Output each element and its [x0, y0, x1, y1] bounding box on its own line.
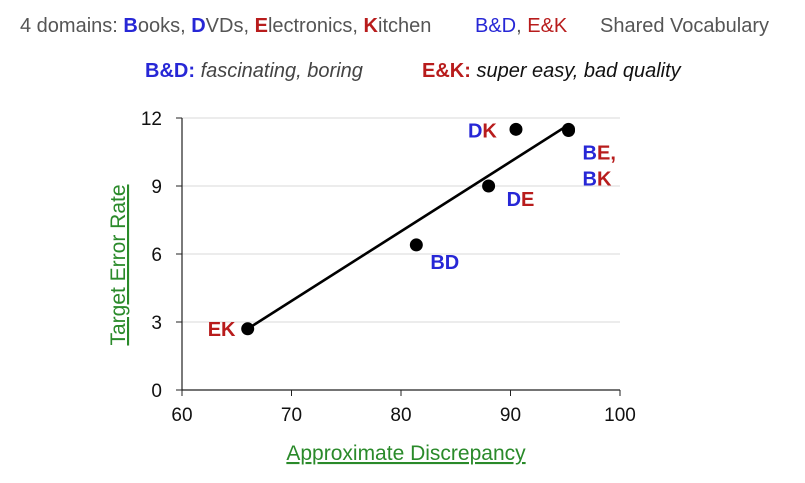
point-label-4-part-0: B	[583, 142, 597, 164]
pair-ek: E&K	[527, 15, 568, 37]
point-label-3: DK	[468, 120, 497, 142]
ek-words: super easy, bad quality	[476, 60, 681, 82]
point-label-3-part-0: D	[468, 120, 482, 142]
domain-electronics-initial: E	[254, 15, 268, 37]
x-tick-label-100: 100	[604, 405, 636, 426]
domain-books-rest: ooks	[137, 15, 181, 37]
domain-electronics-rest: lectronics	[267, 15, 353, 37]
x-tick-label-70: 70	[281, 405, 302, 426]
point-1	[409, 238, 423, 252]
bd-words: fascinating, boring	[200, 60, 363, 82]
point-label-0-part-0: E	[208, 319, 221, 341]
x-tick-label-80: 80	[390, 405, 411, 426]
point-label-1-part-0: B	[430, 252, 444, 274]
domain-kitchen-initial: K	[363, 15, 378, 37]
shared-vocabulary-title: Shared Vocabulary	[600, 15, 770, 37]
fit-line	[247, 123, 570, 330]
data-points	[241, 122, 576, 336]
y-tick-label-0: 0	[151, 381, 162, 402]
point-label-1: BD	[430, 252, 459, 274]
point-label-2-part-1: E	[521, 189, 534, 211]
ek-vocab-line: E&K: super easy, bad quality	[422, 60, 681, 83]
domain-dvds-rest: VDs	[205, 15, 244, 37]
point-3	[509, 122, 523, 136]
ek-label: E&K:	[422, 60, 471, 82]
point-label-2: DE	[507, 189, 535, 211]
domain-kitchen-rest: itchen	[378, 15, 432, 37]
domain-dvds-initial: D	[191, 15, 206, 37]
tick-labels: 0 3 6 9 12 60 70 80 90 100	[141, 109, 636, 426]
point-label-3-part-1: K	[482, 120, 497, 142]
x-tick-label-90: 90	[500, 405, 521, 426]
point-label-5-part-0: B	[583, 168, 597, 190]
point-0	[241, 322, 255, 336]
x-axis-label: Approximate Discrepancy	[286, 442, 526, 465]
point-label-4-part-1: E,	[597, 142, 616, 164]
pair-separator: ,	[516, 15, 528, 37]
y-tick-label-9: 9	[151, 177, 162, 198]
bd-vocab-line: B&D: fascinating, boring	[145, 60, 363, 83]
y-tick-label-12: 12	[141, 109, 162, 130]
point-label-4: BE,	[583, 142, 616, 164]
y-tick-label-6: 6	[151, 245, 162, 266]
y-tick-label-3: 3	[151, 313, 162, 334]
point-label-1-part-1: D	[445, 252, 459, 274]
grid-lines	[182, 117, 620, 323]
domain-books-initial: B	[123, 15, 138, 37]
point-label-2-part-0: D	[507, 189, 521, 211]
point-label-0: EK	[208, 319, 236, 341]
domains-header: 4 domains: Books, DVDs, Electronics, Kit…	[20, 15, 432, 37]
domains-prefix: 4 domains:	[20, 15, 124, 37]
point-label-0-part-1: K	[221, 319, 236, 341]
x-tick-label-60: 60	[171, 405, 192, 426]
axes	[176, 117, 621, 396]
point-label-5: BK	[583, 168, 612, 190]
pair-bd: B&D	[475, 15, 517, 37]
pairs-header: B&D, E&K	[475, 15, 567, 38]
point-label-5-part-1: K	[597, 168, 612, 190]
y-axis-label: Target Error Rate	[107, 184, 130, 345]
fit-line-group	[247, 123, 570, 330]
point-2	[482, 179, 496, 193]
bd-label: B&D:	[145, 60, 195, 82]
point-5	[562, 123, 576, 137]
